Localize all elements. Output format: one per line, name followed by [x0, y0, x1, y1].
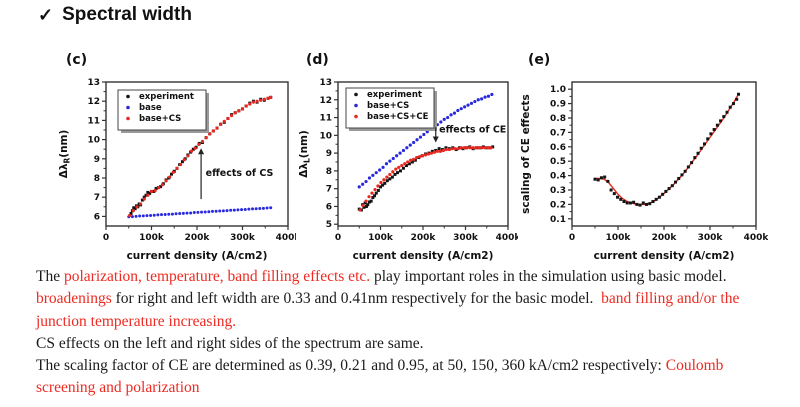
- svg-text:11: 11: [319, 114, 332, 124]
- note-line: broadenings for right and left width are…: [36, 288, 800, 310]
- svg-text:200k: 200k: [185, 233, 211, 243]
- svg-text:300k: 300k: [453, 233, 479, 243]
- svg-text:6: 6: [326, 202, 332, 212]
- svg-text:10: 10: [87, 136, 100, 146]
- svg-text:12: 12: [319, 96, 332, 106]
- svg-text:base+CS: base+CS: [367, 101, 409, 111]
- svg-text:100k: 100k: [606, 233, 632, 243]
- svg-text:13: 13: [87, 78, 100, 88]
- svg-text:current density (A/cm2): current density (A/cm2): [127, 250, 268, 262]
- charts-row: (c) 0 100k 200k 300k 400k 6 7 8 9 10 11 12 13 current…: [56, 50, 768, 264]
- note-text-segment: band filling and/or the: [601, 290, 740, 308]
- svg-text:12: 12: [87, 97, 100, 107]
- chart-d-plot: 0 100k 200k 300k 400k 5 6 7 8 9 10 11 12 13 current de…: [298, 78, 518, 262]
- panel-label-c: (c): [66, 52, 88, 68]
- chart-panel-d: (d) 0 100k 200k 300k 400k 5 6 7 8 9 10 11 12 13 curren…: [296, 50, 518, 264]
- svg-text:0.4: 0.4: [550, 172, 566, 182]
- svg-text:0: 0: [335, 233, 341, 243]
- note-text-segment: broadenings: [36, 290, 112, 308]
- svg-text:ΔλR(nm): ΔλR(nm): [58, 130, 72, 179]
- svg-text:experiment: experiment: [139, 92, 194, 102]
- svg-text:100k: 100k: [368, 233, 394, 243]
- svg-text:8: 8: [326, 167, 332, 177]
- svg-text:100k: 100k: [139, 233, 165, 243]
- page-title: Spectral width: [62, 4, 192, 25]
- svg-text:base+CS+CE: base+CS+CE: [367, 112, 429, 122]
- note-line: The polarization, temperature, band fill…: [36, 266, 800, 288]
- note-line: CS effects on the left and right sides o…: [36, 333, 800, 355]
- svg-text:base: base: [139, 103, 162, 113]
- svg-text:300k: 300k: [230, 233, 256, 243]
- svg-text:5: 5: [326, 220, 332, 230]
- svg-text:7: 7: [326, 185, 332, 195]
- note-text-segment: polarization, temperature, band filling …: [63, 268, 371, 285]
- svg-text:6: 6: [94, 212, 100, 222]
- svg-text:9: 9: [94, 155, 100, 165]
- svg-text:0.8: 0.8: [550, 114, 566, 124]
- note-text-segment: screening and polarization: [36, 379, 200, 397]
- note-text-segment: The: [36, 268, 64, 285]
- chart-c-plot: 0 100k 200k 300k 400k 6 7 8 9 10 11 12 13 current den…: [58, 78, 296, 262]
- svg-text:scaling of CE effects: scaling of CE effects: [520, 94, 532, 214]
- note-text-segment: Coulomb: [665, 357, 724, 375]
- svg-text:300k: 300k: [698, 233, 724, 243]
- svg-text:400k: 400k: [744, 233, 768, 243]
- chart-e-plot: 0 100k 200k 300k 400k 0.1 0.2 0.3 0.4 0.5 0.6 0.7 0.…: [520, 81, 768, 262]
- slide-title: ✓ Spectral width: [38, 4, 192, 26]
- panel-label-d: (d): [306, 52, 329, 68]
- svg-text:0.3: 0.3: [550, 186, 566, 196]
- svg-text:11: 11: [87, 116, 100, 126]
- svg-text:0.1: 0.1: [550, 215, 566, 225]
- svg-text:base+CS: base+CS: [139, 114, 181, 124]
- note-text-segment: for right and left width are 0.33 and 0.…: [111, 290, 602, 308]
- svg-text:0.6: 0.6: [550, 143, 566, 153]
- svg-text:0.2: 0.2: [550, 200, 566, 210]
- svg-text:400k: 400k: [276, 233, 296, 243]
- svg-text:7: 7: [94, 193, 100, 203]
- svg-text:0: 0: [103, 233, 109, 243]
- note-line: junction temperature increasing.: [36, 311, 800, 333]
- svg-text:13: 13: [319, 78, 332, 88]
- svg-text:1.0: 1.0: [550, 85, 566, 95]
- svg-text:experiment: experiment: [367, 90, 422, 100]
- svg-text:ΔλL(nm): ΔλL(nm): [298, 130, 312, 178]
- chart-panel-c: (c) 0 100k 200k 300k 400k 6 7 8 9 10 11 12 13 current…: [56, 50, 296, 264]
- note-text-segment: junction temperature increasing.: [36, 312, 237, 330]
- panel-label-e: (e): [528, 52, 551, 68]
- note-line: The scaling factor of CE are determined …: [36, 355, 800, 377]
- svg-text:effects of CE: effects of CE: [439, 125, 506, 136]
- svg-text:0.9: 0.9: [550, 100, 566, 110]
- svg-text:400k: 400k: [496, 233, 518, 243]
- svg-text:0: 0: [569, 233, 575, 243]
- svg-text:0.5: 0.5: [550, 157, 566, 167]
- svg-text:current density (A/cm2): current density (A/cm2): [353, 250, 494, 262]
- chart-panel-e: (e) 0 100k 200k 300k 400k 0.1 0.2 0.3 0.4 0.5 0.6 0…: [518, 50, 768, 264]
- svg-text:10: 10: [319, 131, 332, 141]
- note-text-segment: CS effects on the left and right sides o…: [36, 334, 424, 352]
- notes: The polarization, temperature, band fill…: [36, 266, 800, 400]
- svg-text:current density (A/cm2): current density (A/cm2): [594, 250, 735, 262]
- svg-text:9: 9: [326, 149, 332, 159]
- checkmark-icon: ✓: [38, 4, 54, 25]
- note-text-segment: play important roles in the simulation u…: [370, 268, 727, 285]
- note-text-segment: The scaling factor of CE are determined …: [36, 357, 666, 375]
- svg-text:8: 8: [94, 174, 100, 184]
- svg-text:200k: 200k: [411, 233, 437, 243]
- svg-text:0.7: 0.7: [550, 128, 566, 138]
- svg-text:effects of CS: effects of CS: [206, 168, 274, 179]
- svg-text:200k: 200k: [652, 233, 678, 243]
- note-line: screening and polarization: [36, 377, 800, 399]
